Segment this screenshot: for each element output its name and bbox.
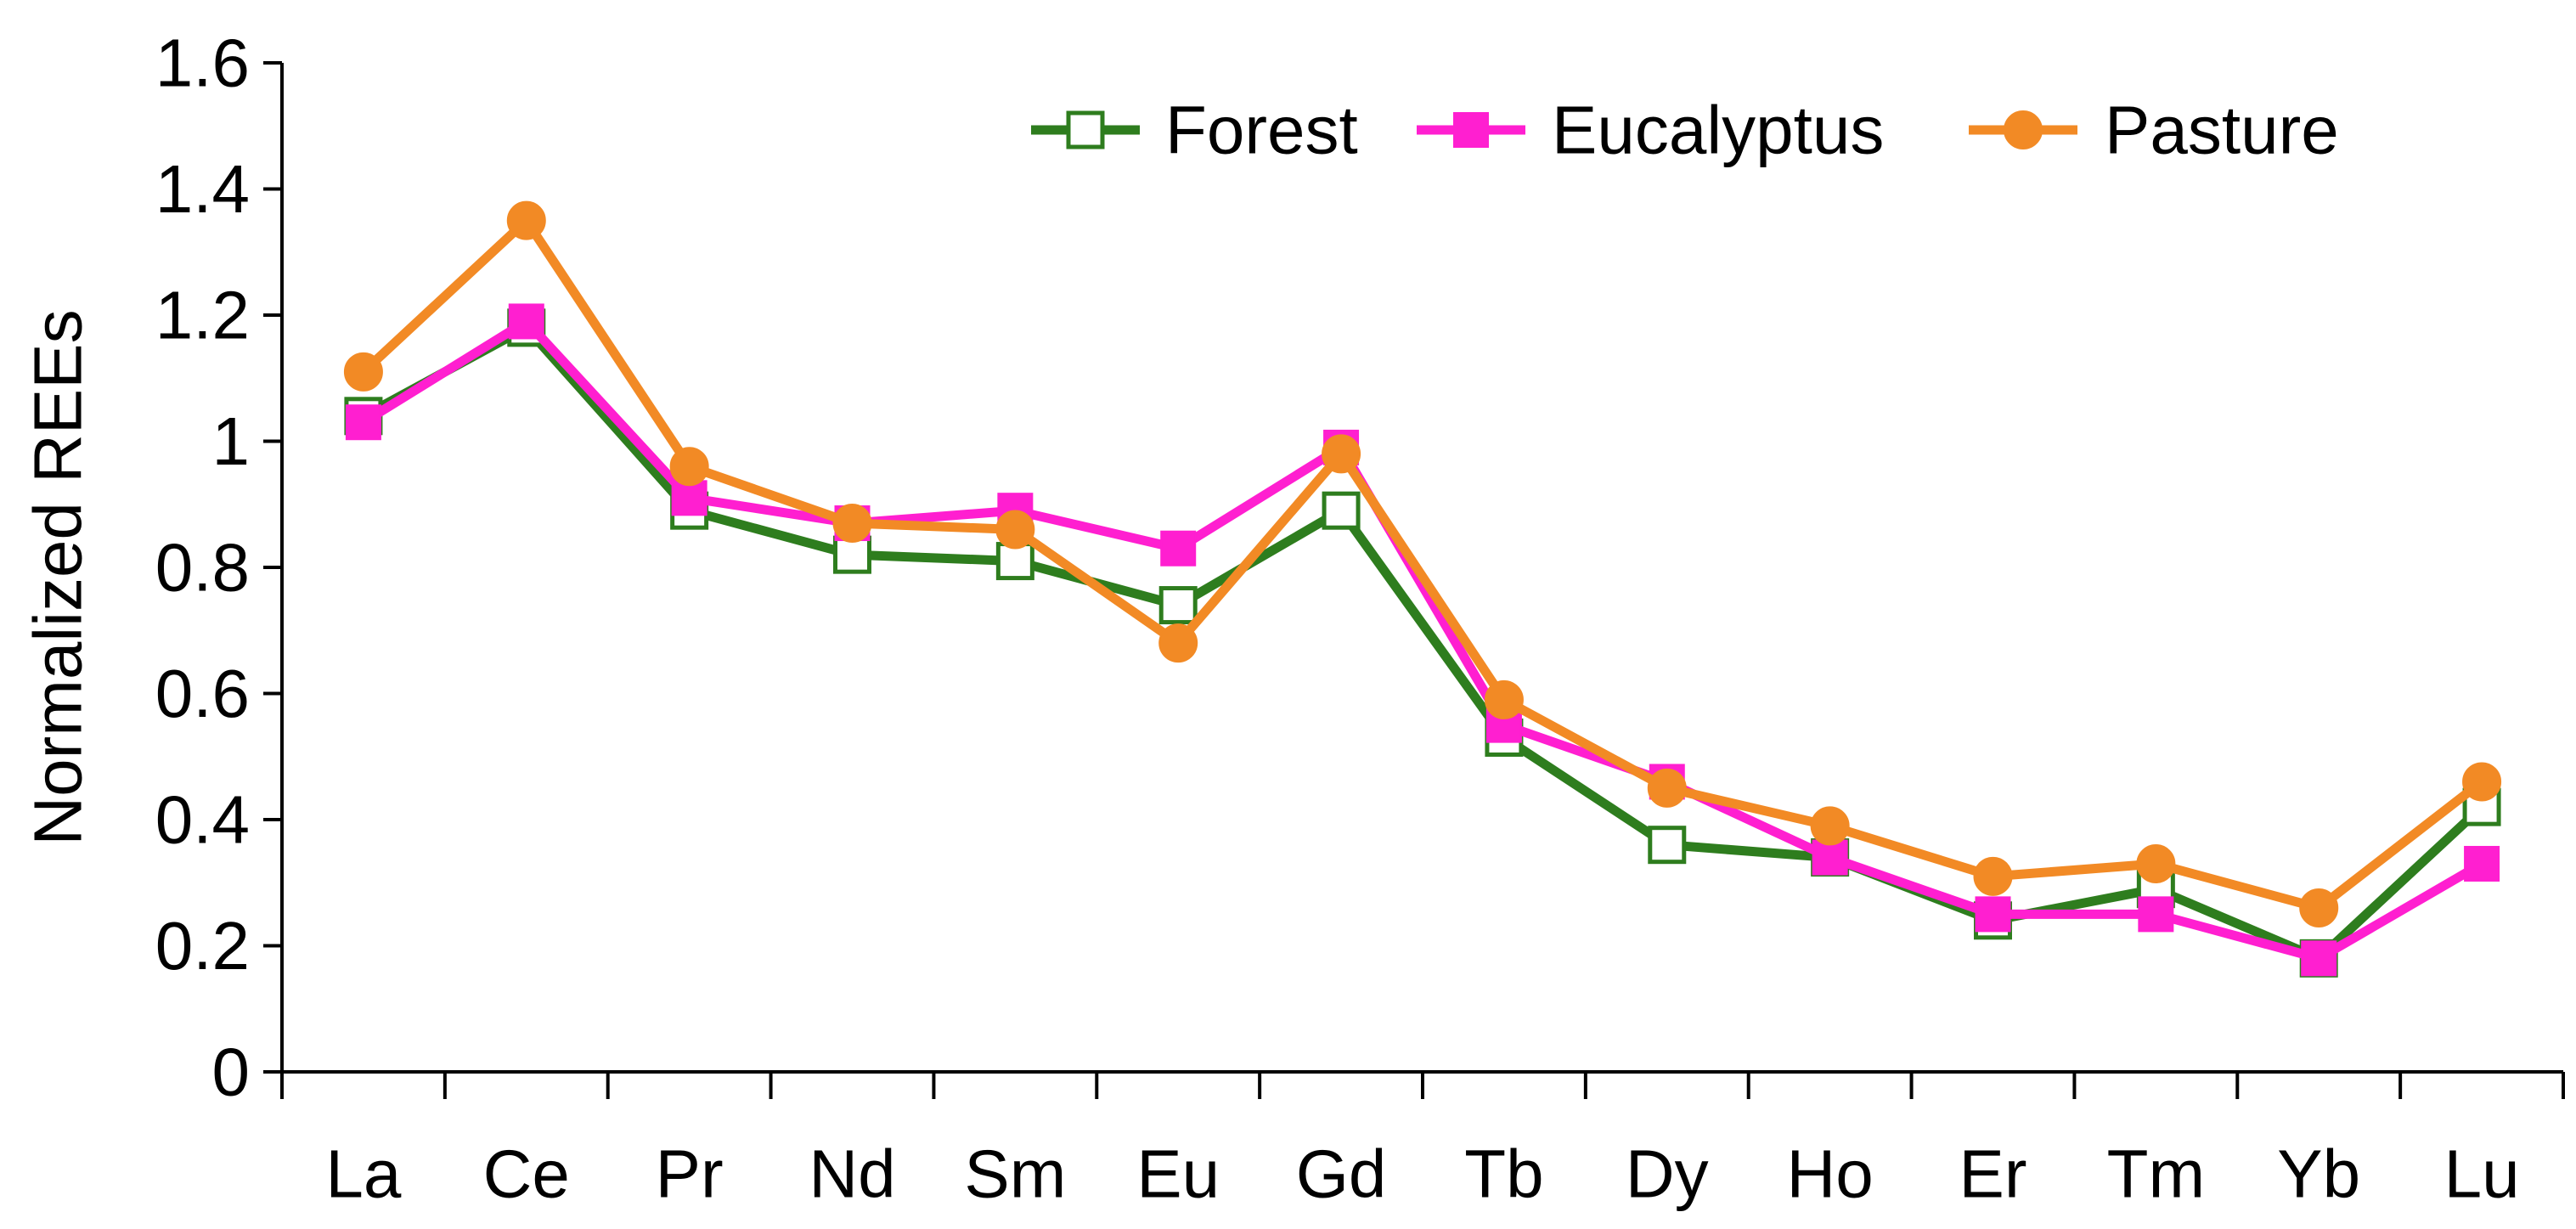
point-eucalyptus-ho	[1812, 839, 1848, 876]
point-eucalyptus-eu	[1160, 530, 1197, 567]
point-pasture-lu	[2462, 762, 2502, 802]
y-axis-label: Normalized REEs	[20, 309, 96, 845]
point-pasture-eu	[1158, 623, 1198, 663]
legend-label-pasture: Pasture	[2105, 93, 2339, 168]
point-forest-dy	[1648, 826, 1687, 865]
y-tick-label-3: 0.6	[155, 656, 250, 731]
point-pasture-pr	[669, 447, 709, 487]
y-tick-label-4: 0.8	[155, 530, 250, 606]
x-tick-label-gd: Gd	[1296, 1136, 1387, 1212]
point-eucalyptus-tm	[2138, 896, 2174, 933]
legend-marker-forest	[1066, 110, 1105, 149]
point-eucalyptus-ce	[508, 303, 544, 340]
x-tick-label-tm: Tm	[2107, 1136, 2206, 1212]
legend-item-eucalyptus: Eucalyptus	[1417, 93, 1884, 168]
point-eucalyptus-la	[345, 404, 381, 441]
legend-marker-eucalyptus	[1453, 112, 1489, 148]
point-forest-sm	[995, 542, 1034, 581]
x-tick-label-dy: Dy	[1626, 1136, 1709, 1212]
point-pasture-sm	[995, 510, 1035, 550]
point-pasture-nd	[832, 504, 872, 544]
series-line-forest	[358, 323, 2487, 963]
point-pasture-ce	[506, 200, 546, 240]
y-tick-label-1: 0.2	[155, 908, 250, 984]
point-eucalyptus-yb	[2301, 940, 2337, 977]
point-eucalyptus-pr	[671, 480, 707, 516]
y-tick-label-6: 1.2	[155, 278, 250, 353]
x-tick-label-eu: Eu	[1136, 1136, 1220, 1212]
series-pasture	[343, 200, 2502, 927]
point-eucalyptus-er	[1975, 896, 2011, 933]
x-tick-label-er: Er	[1959, 1136, 2027, 1212]
point-pasture-dy	[1647, 768, 1687, 808]
y-tick-label-2: 0.4	[155, 782, 250, 858]
legend-item-forest: Forest	[1031, 93, 1358, 168]
legend-label-eucalyptus: Eucalyptus	[1552, 93, 1884, 168]
point-pasture-ho	[1810, 806, 1850, 846]
legend-item-pasture: Pasture	[1969, 93, 2339, 168]
point-pasture-la	[343, 352, 383, 392]
point-forest-eu	[1158, 586, 1198, 625]
point-pasture-yb	[2299, 888, 2339, 927]
series-line-pasture	[358, 216, 2487, 913]
y-tick-label-7: 1.4	[155, 151, 250, 227]
x-tick-label-la: La	[325, 1136, 401, 1212]
x-tick-label-yb: Yb	[2277, 1136, 2360, 1212]
point-pasture-tb	[1484, 679, 1524, 719]
point-forest-gd	[1322, 491, 1361, 530]
x-tick-label-tb: Tb	[1464, 1136, 1543, 1212]
point-pasture-gd	[1322, 434, 1361, 474]
x-tick-label-lu: Lu	[2444, 1136, 2520, 1212]
y-tick-label-5: 1	[212, 403, 251, 479]
legend-label-forest: Forest	[1165, 93, 1358, 168]
point-forest-nd	[833, 535, 871, 574]
series-line-eucalyptus	[358, 316, 2487, 963]
legend: Forest Eucalyptus Pasture	[1031, 93, 2339, 168]
point-pasture-tm	[2136, 843, 2176, 883]
y-tick-label-8: 1.6	[155, 25, 250, 101]
x-tick-label-nd: Nd	[809, 1136, 895, 1212]
series-layer	[343, 200, 2502, 978]
x-axis: La Ce Pr Nd Sm Eu Gd Tb Dy Ho Er Tm Yb Lu	[280, 1070, 2565, 1212]
x-tick-label-pr: Pr	[656, 1136, 724, 1212]
point-pasture-er	[1973, 856, 2013, 896]
y-axis: 0 0.2 0.4 0.6 0.8 1 1.2 1.4 1.6	[155, 25, 284, 1110]
x-tick-label-sm: Sm	[964, 1136, 1066, 1212]
point-eucalyptus-lu	[2464, 845, 2500, 882]
y-tick-label-0: 0	[212, 1035, 251, 1110]
x-tick-label-ce: Ce	[483, 1136, 570, 1212]
legend-marker-pasture	[2004, 110, 2043, 149]
x-tick-label-ho: Ho	[1787, 1136, 1874, 1212]
